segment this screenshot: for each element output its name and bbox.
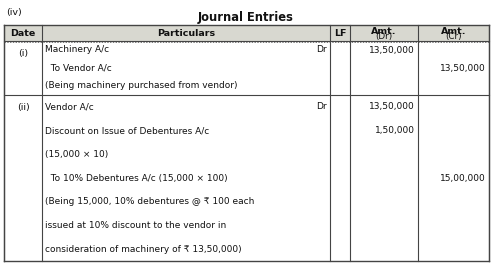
Text: Dr: Dr (317, 102, 327, 111)
Text: issued at 10% discount to the vendor in: issued at 10% discount to the vendor in (45, 221, 226, 230)
Text: 13,50,000: 13,50,000 (440, 63, 486, 73)
Text: 15,00,000: 15,00,000 (440, 174, 486, 183)
Text: 1,50,000: 1,50,000 (375, 126, 415, 135)
Text: (Being machinery purchased from vendor): (Being machinery purchased from vendor) (45, 82, 238, 90)
Text: 13,50,000: 13,50,000 (369, 102, 415, 111)
Text: (iv): (iv) (6, 8, 22, 17)
Text: Amt.: Amt. (371, 28, 397, 37)
Text: Particulars: Particulars (157, 28, 215, 38)
Text: To 10% Debentures A/c (15,000 × 100): To 10% Debentures A/c (15,000 × 100) (45, 174, 228, 183)
Text: Amt.: Amt. (441, 28, 466, 37)
Text: (15,000 × 10): (15,000 × 10) (45, 150, 108, 159)
Text: To Vendor A/c: To Vendor A/c (45, 63, 112, 73)
Text: (Cr): (Cr) (445, 33, 462, 42)
Text: Vendor A/c: Vendor A/c (45, 102, 94, 111)
Bar (4, 25, 489, 261)
Text: Discount on Issue of Debentures A/c: Discount on Issue of Debentures A/c (45, 126, 209, 135)
Text: consideration of machinery of ₹ 13,50,000): consideration of machinery of ₹ 13,50,00… (45, 245, 242, 254)
Text: (Dr): (Dr) (375, 33, 392, 42)
Text: Dr: Dr (317, 45, 327, 54)
Text: Date: Date (10, 28, 35, 38)
Text: Journal Entries: Journal Entries (198, 11, 294, 24)
Text: LF: LF (334, 28, 346, 38)
Text: (i): (i) (18, 49, 28, 58)
Text: (Being 15,000, 10% debentures @ ₹ 100 each: (Being 15,000, 10% debentures @ ₹ 100 ea… (45, 197, 254, 206)
Text: 13,50,000: 13,50,000 (369, 45, 415, 54)
Text: (ii): (ii) (17, 103, 30, 112)
Bar (4, 25, 489, 41)
Text: Machinery A/c: Machinery A/c (45, 45, 109, 54)
